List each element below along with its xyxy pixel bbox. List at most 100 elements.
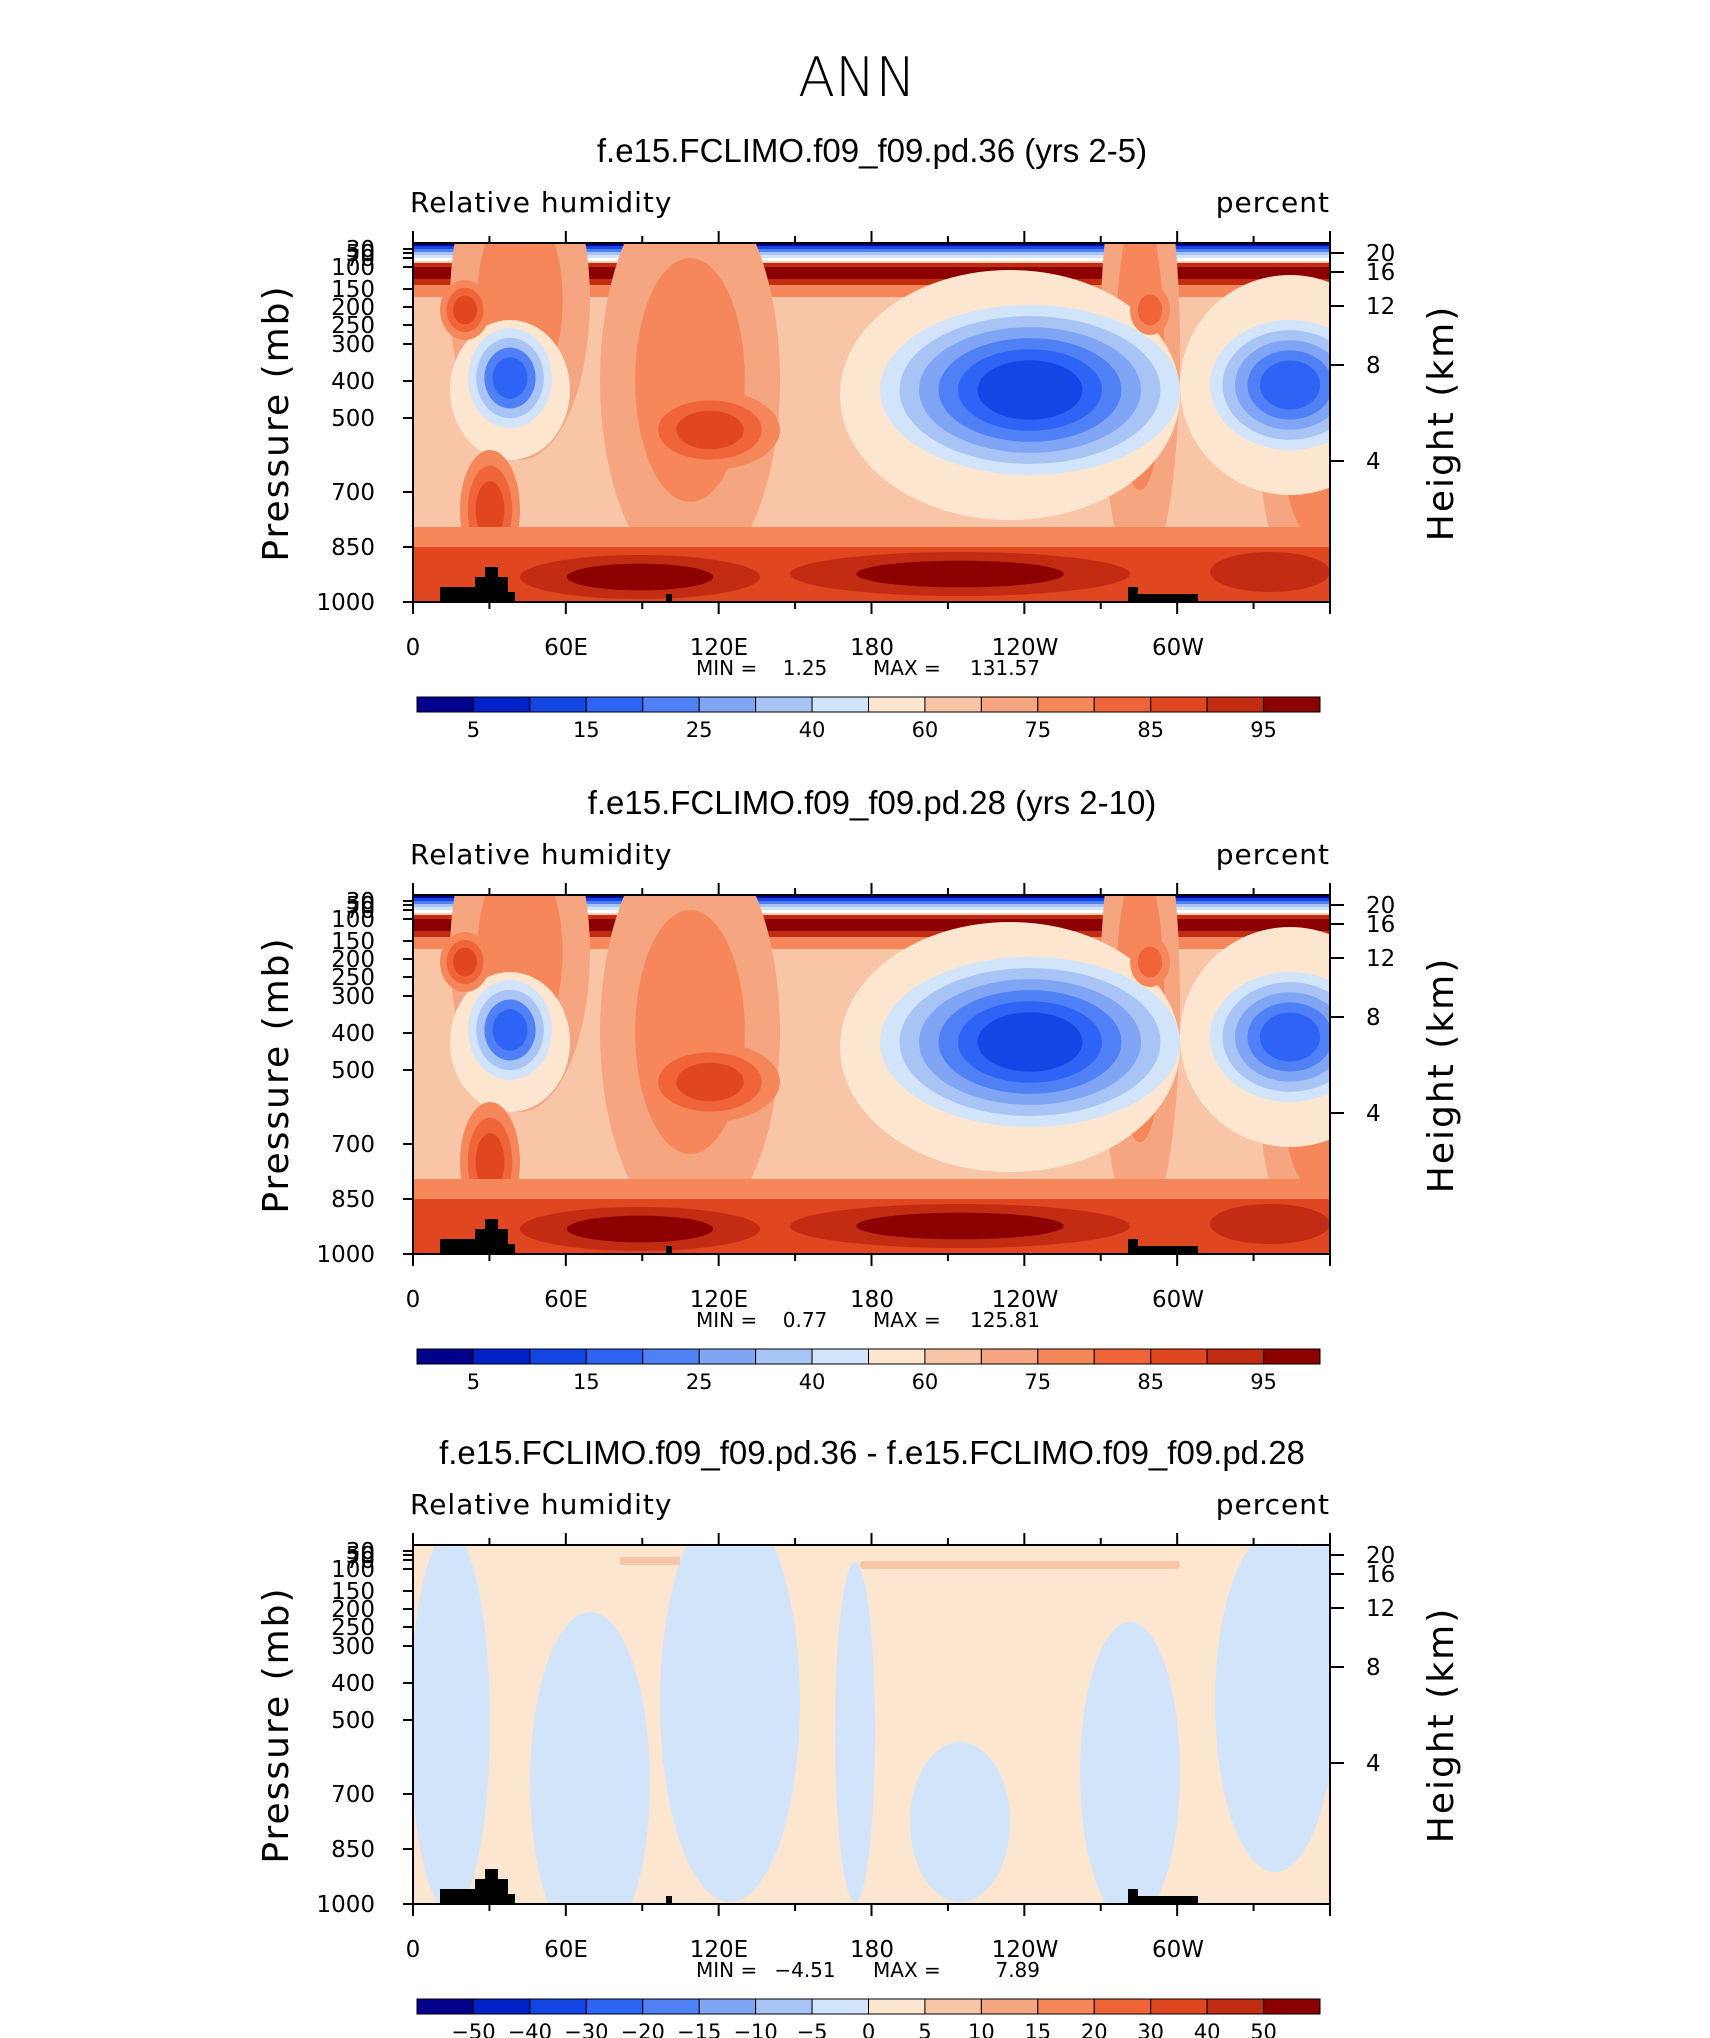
- x-tick-label: 0: [406, 635, 421, 661]
- y-tick-label: 100: [331, 255, 375, 281]
- colorbar-bin: [1263, 696, 1321, 713]
- boundary-layer-core: [856, 560, 1064, 588]
- negative-anomaly: [413, 1545, 490, 1904]
- y-tick-label: 100: [331, 1557, 375, 1583]
- colorbar-bin: [755, 696, 813, 713]
- boundary-layer-core: [566, 563, 714, 591]
- colorbar-label: 60: [912, 718, 939, 742]
- y2-tick-label: 20: [1366, 893, 1395, 919]
- colorbar-label: 5: [467, 718, 480, 742]
- colorbar-label: −40: [508, 2020, 552, 2038]
- panel-title: f.e15.FCLIMO.f09_f09.pd.36 - f.e15.FCLIM…: [439, 1434, 1305, 1471]
- moist-column: [475, 481, 505, 539]
- y2-tick-label: 4: [1366, 449, 1381, 475]
- colorbar-bin: [811, 1348, 869, 1365]
- colorbar-bin: [755, 1348, 813, 1365]
- x-tick-label: 120W: [992, 1287, 1059, 1313]
- min-label: MIN =: [696, 1308, 757, 1332]
- y-tick-label: 150: [331, 1579, 375, 1605]
- min-value: 0.77: [783, 1308, 828, 1332]
- colorbar-bin: [585, 1348, 644, 1365]
- colorbar-bin: [868, 1998, 926, 2015]
- variable-label: Relative humidity: [410, 1488, 672, 1521]
- contour-field: [413, 1545, 1330, 1904]
- stratosphere-band: [413, 249, 1330, 253]
- panel-1: f.e15.FCLIMO.f09_f09.pd.36 (yrs 2-5) Rela…: [256, 132, 1462, 742]
- y-tick-label: 850: [331, 535, 375, 561]
- stratosphere-band: [413, 243, 1330, 247]
- y-tick-label: 1000: [316, 1892, 375, 1918]
- y2-tick-label: 8: [1366, 353, 1381, 379]
- moist-column: [475, 1133, 505, 1191]
- y-tick-label: 700: [331, 1782, 375, 1808]
- y2-tick-label: 16: [1366, 912, 1395, 938]
- y-axis-title: Pressure (mb): [256, 284, 297, 561]
- colorbar-bin: [924, 696, 982, 713]
- max-value: 125.81: [970, 1308, 1040, 1332]
- colorbar-bin: [698, 696, 757, 713]
- boundary-layer-core: [1210, 1204, 1330, 1244]
- y2-tick-label: 8: [1366, 1655, 1381, 1681]
- colorbar-bin: [868, 1348, 926, 1365]
- x-tick-label: 0: [406, 1937, 421, 1963]
- y2-tick-label: 12: [1366, 294, 1395, 320]
- y-tick-label: 30: [346, 237, 375, 263]
- y-tick-label: 70: [346, 1548, 375, 1574]
- colorbar-label: 95: [1250, 1370, 1277, 1394]
- panel-title: f.e15.FCLIMO.f09_f09.pd.28 (yrs 2-10): [588, 784, 1157, 821]
- colorbar-label: 15: [573, 1370, 600, 1394]
- y-tick-label: 500: [331, 1708, 375, 1734]
- y-tick-label: 70: [346, 246, 375, 272]
- colorbar-label: 40: [799, 1370, 826, 1394]
- colorbar-bin: [1093, 1998, 1152, 2015]
- colorbar-bin: [1206, 1998, 1265, 2015]
- stratosphere-band: [413, 252, 1330, 256]
- x-tick-label: 60E: [544, 1287, 588, 1313]
- y-tick-label: 500: [331, 406, 375, 432]
- panel-2: f.e15.FCLIMO.f09_f09.pd.28 (yrs 2-10) Rel…: [256, 784, 1462, 1394]
- y-tick-label: 50: [346, 893, 375, 919]
- colorbar-label: 25: [686, 1370, 713, 1394]
- y-tick-label: 400: [331, 1671, 375, 1697]
- colorbar-label: 50: [1250, 2020, 1277, 2038]
- colorbar-label: 60: [912, 1370, 939, 1394]
- colorbar-bin: [642, 1998, 700, 2015]
- y-tick-label: 200: [331, 1597, 375, 1623]
- negative-anomaly: [530, 1612, 650, 1904]
- y-tick-label: 250: [331, 313, 375, 339]
- dry-core: [492, 357, 528, 399]
- max-label: MAX =: [873, 1308, 941, 1332]
- boundary-layer-core: [1210, 552, 1330, 592]
- y-tick-label: 850: [331, 1837, 375, 1863]
- max-value: 7.89: [995, 1958, 1040, 1982]
- panel-3: f.e15.FCLIMO.f09_f09.pd.36 - f.e15.FCLIM…: [256, 1434, 1462, 2038]
- colorbar-bin: [1093, 696, 1152, 713]
- colorbar-label: −10: [733, 2020, 777, 2038]
- y-tick-label: 700: [331, 1132, 375, 1158]
- x-tick-label: 60W: [1152, 1937, 1204, 1963]
- y-tick-label: 400: [331, 369, 375, 395]
- colorbar-label: 15: [1024, 2020, 1051, 2038]
- y-tick-label: 70: [346, 898, 375, 924]
- y-tick-label: 200: [331, 295, 375, 321]
- colorbar-bin: [472, 696, 531, 713]
- colorbar-bin: [811, 1998, 869, 2015]
- colorbar-bin: [924, 1348, 982, 1365]
- dry-core: [977, 360, 1083, 420]
- dry-core: [1259, 1012, 1321, 1062]
- max-value: 131.57: [970, 656, 1040, 680]
- negative-anomaly: [835, 1562, 875, 1902]
- colorbar-bin: [755, 1998, 813, 2015]
- y2-axis-title: Height (km): [1421, 957, 1462, 1193]
- x-tick-label: 180: [850, 635, 894, 661]
- colorbar-label: −50: [451, 2020, 495, 2038]
- stratosphere-band: [413, 901, 1330, 905]
- y2-tick-label: 4: [1366, 1751, 1381, 1777]
- min-value: 1.25: [783, 656, 828, 680]
- x-tick-label: 60W: [1152, 1287, 1204, 1313]
- stratosphere-band: [413, 895, 1330, 899]
- colorbar-label: 20: [1081, 2020, 1108, 2038]
- y2-tick-label: 16: [1366, 260, 1395, 286]
- moist-column: [676, 410, 744, 450]
